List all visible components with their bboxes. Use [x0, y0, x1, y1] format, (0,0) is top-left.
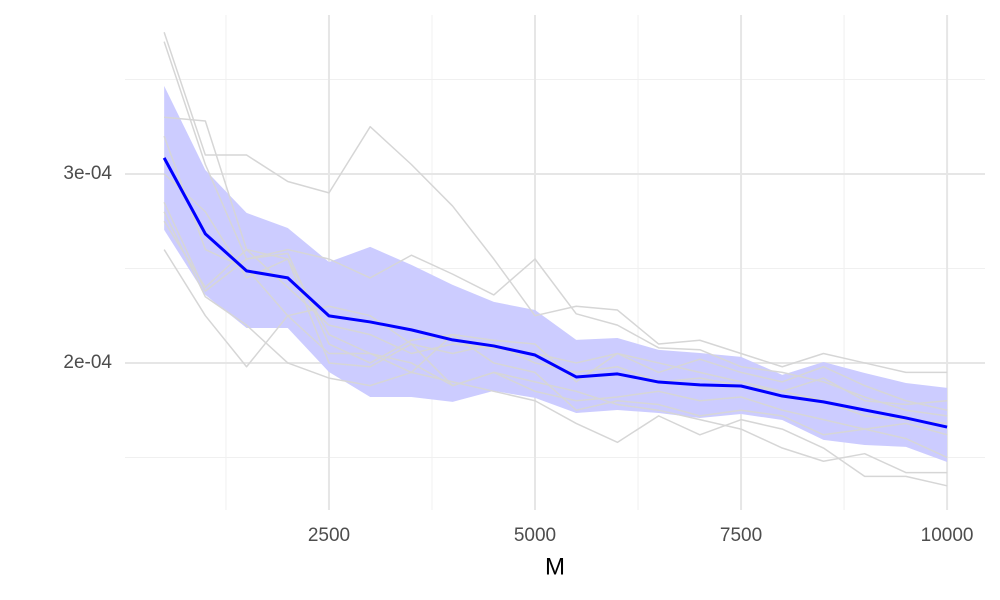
x-tick-label: 5000 [514, 525, 556, 546]
run-line [163, 211, 948, 487]
x-tick-label: 7500 [720, 525, 762, 546]
run-line [163, 201, 948, 459]
confidence-band [164, 85, 948, 462]
run-line [164, 116, 948, 406]
x-tick-label: 10000 [921, 525, 974, 546]
run-line [163, 249, 948, 474]
y-tick-label: 2e-04 [63, 352, 112, 373]
run-line [163, 135, 948, 425]
run-line [163, 31, 948, 374]
mean-line [162, 157, 948, 429]
y-tick-label: 3e-04 [63, 163, 112, 184]
x-axis-label: M [545, 553, 565, 580]
x-tick-label: 2500 [308, 525, 350, 546]
run-line [163, 220, 948, 411]
run-line [163, 173, 948, 436]
